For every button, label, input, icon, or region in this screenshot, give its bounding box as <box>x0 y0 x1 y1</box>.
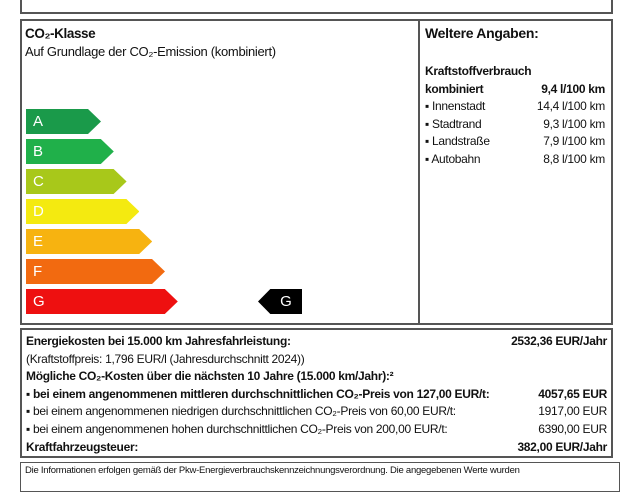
details-panel: Weltere Angaben: Kraftstoffverbrauch kom… <box>418 19 613 325</box>
fuel-consumption-row: ▪ Landstraße 7,9 l/100 km <box>425 134 605 148</box>
co2-class-bar-e: E <box>26 229 152 254</box>
co2-class-bar-f: F <box>26 259 165 284</box>
top-box <box>20 0 613 14</box>
details-title: Weltere Angaben: <box>425 25 539 41</box>
co2-cost-row: ▪ bei einem angenommenen hohen durchschn… <box>26 421 607 436</box>
fuel-consumption-row: ▪ Stadtrand 9,3 l/100 km <box>425 116 605 131</box>
vehicle-tax-row: Kraftfahrzeugsteuer: 382,00 EUR/Jahr <box>26 439 607 454</box>
fuel-consumption-row: kombiniert 9,4 l/100 km <box>425 81 605 96</box>
fuel-consumption-row: ▪ Innenstadt 14,4 l/100 km <box>425 99 605 113</box>
fuel-heading: Kraftstoffverbrauch <box>425 64 532 78</box>
co2-cost-row: ▪ bei einem angenommenen niedrigen durch… <box>26 404 607 419</box>
fuel-price-row: (Kraftstoffpreis: 1,796 EUR/l (Jahresdur… <box>26 351 305 366</box>
current-class-marker: G <box>258 289 302 314</box>
co2-cost-heading: Mögliche CO₂-Kosten über die nächsten 10… <box>26 369 394 384</box>
footer-note: Die Informationen erfolgen gemäß der Pkw… <box>20 462 620 492</box>
co2-class-bar-c: C <box>26 169 127 194</box>
co2-class-subtitle: Auf Grundlage der CO₂-Emission (kombinie… <box>25 44 276 59</box>
costs-panel: Energiekosten bei 15.000 km Jahresfahrle… <box>20 328 613 458</box>
co2-class-bar-g: G <box>26 289 178 314</box>
co2-class-bar-d: D <box>26 199 139 224</box>
co2-cost-row: ▪ bei einem angenommenen mittleren durch… <box>26 386 607 401</box>
energy-cost-row: Energiekosten bei 15.000 km Jahresfahrle… <box>26 334 607 348</box>
co2-class-bar-b: B <box>26 139 114 164</box>
fuel-consumption-row: ▪ Autobahn 8,8 l/100 km <box>425 151 605 166</box>
co2-class-panel: CO₂-Klasse Auf Grundlage der CO₂-Emissio… <box>20 19 419 325</box>
co2-class-bar-a: A <box>26 109 101 134</box>
co2-class-title: CO₂-Klasse <box>25 26 96 41</box>
